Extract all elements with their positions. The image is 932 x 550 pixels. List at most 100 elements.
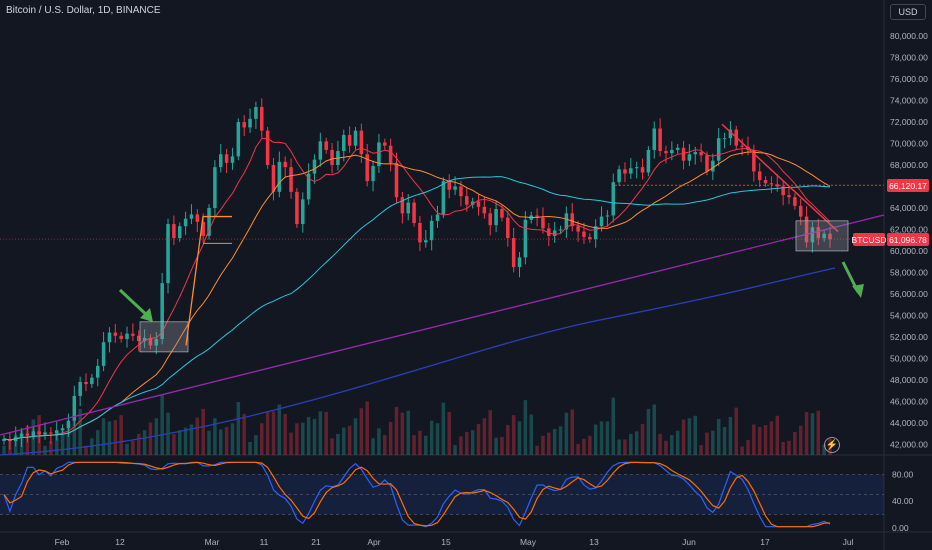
candle-body <box>564 213 569 230</box>
candle-body <box>623 169 627 174</box>
price-axis-label: 52,000.00 <box>890 332 928 342</box>
candle-body <box>166 224 170 284</box>
candle-body <box>154 339 159 346</box>
candle-body <box>787 195 791 198</box>
candle-body <box>617 169 621 183</box>
volume-bar <box>13 434 18 455</box>
volume-bar <box>101 418 106 455</box>
volume-bar <box>54 435 59 455</box>
volume-bar <box>271 411 276 455</box>
price-axis-label: 64,000.00 <box>890 203 928 213</box>
lightning-icon[interactable]: ⚡ <box>824 437 840 453</box>
candle-body <box>523 219 528 258</box>
level-price-label: 66,120.17 <box>887 179 929 192</box>
volume-bar <box>342 427 346 455</box>
volume-bar <box>131 440 135 455</box>
candle-body <box>781 186 785 196</box>
candle-body <box>359 130 364 155</box>
currency-button[interactable]: USD <box>890 4 926 20</box>
volume-bar <box>19 430 24 455</box>
volume-bar <box>716 418 721 455</box>
candle-body <box>640 167 645 173</box>
candle-body <box>705 155 709 172</box>
price-axis-label: 56,000.00 <box>890 289 928 299</box>
volume-bar <box>406 410 410 455</box>
price-axis-label: 62,000.00 <box>890 224 928 234</box>
candle-body <box>775 184 780 187</box>
ma-9-line <box>3 137 831 441</box>
ma-200-line <box>0 267 836 456</box>
candle-body <box>541 217 545 229</box>
volume-bar <box>675 430 680 455</box>
candle-body <box>318 141 323 160</box>
volume-bar <box>283 413 287 455</box>
volume-bar <box>652 404 657 455</box>
candle-body <box>716 138 721 161</box>
candle-body <box>189 214 194 219</box>
candle-body <box>183 218 188 227</box>
volume-bar <box>488 410 492 455</box>
volume-bar <box>500 437 504 455</box>
time-axis-label: Feb <box>55 537 70 547</box>
time-axis-label: 21 <box>311 537 321 547</box>
candle-body <box>177 226 182 239</box>
volume-bar <box>693 415 698 455</box>
volume-bar <box>547 432 551 455</box>
volume-bar <box>248 442 252 455</box>
volume-bar <box>787 440 791 455</box>
volume-bar <box>418 430 422 455</box>
candle-body <box>500 209 504 218</box>
volume-bar <box>793 432 797 455</box>
volume-bar <box>207 430 211 455</box>
candle-body <box>658 128 662 152</box>
candle-body <box>107 332 112 343</box>
candle-body <box>769 183 774 185</box>
price-axis-label: 50,000.00 <box>890 353 928 363</box>
arrow-left-head <box>140 308 153 322</box>
volume-bar <box>722 427 727 455</box>
time-axis-label: Apr <box>367 537 380 547</box>
candle-body <box>687 154 692 161</box>
candle-body <box>664 151 668 154</box>
volume-bar <box>383 435 387 455</box>
volume-bar <box>359 408 364 455</box>
volume-bar <box>728 417 733 455</box>
candle-body <box>260 107 264 131</box>
candle-body <box>611 182 616 216</box>
volume-bar <box>564 412 569 455</box>
volume-bar <box>763 425 768 455</box>
candle-body <box>289 167 293 192</box>
volume-bar <box>429 420 434 455</box>
candle-body <box>517 257 522 268</box>
candle-body <box>435 214 440 221</box>
volume-bar <box>629 433 633 455</box>
candle-body <box>236 122 241 157</box>
candle-body <box>265 130 270 165</box>
volume-bar <box>711 430 715 455</box>
candle-body <box>593 226 598 240</box>
volume-bar <box>125 443 129 455</box>
price-axis-label: 80,000.00 <box>890 31 928 41</box>
volume-bar <box>183 427 188 455</box>
candle-body <box>72 395 77 421</box>
candle-body <box>25 433 30 436</box>
volume-bar <box>769 421 774 455</box>
time-axis-label: Jul <box>843 537 854 547</box>
volume-bar <box>260 423 264 455</box>
volume-bar <box>113 420 118 455</box>
candle-body <box>78 381 82 396</box>
candle-body <box>412 202 416 223</box>
volume-bar <box>84 445 88 455</box>
volume-bar <box>289 432 293 455</box>
volume-bar <box>558 426 563 455</box>
candle-body <box>277 161 282 192</box>
volume-bar <box>224 427 229 455</box>
candle-body <box>254 107 258 119</box>
candle-body <box>675 147 680 150</box>
volume-bar <box>312 418 317 455</box>
candle-body <box>271 165 276 192</box>
candle-body <box>506 217 510 239</box>
candle-body <box>810 227 815 243</box>
candle-body <box>312 159 317 174</box>
